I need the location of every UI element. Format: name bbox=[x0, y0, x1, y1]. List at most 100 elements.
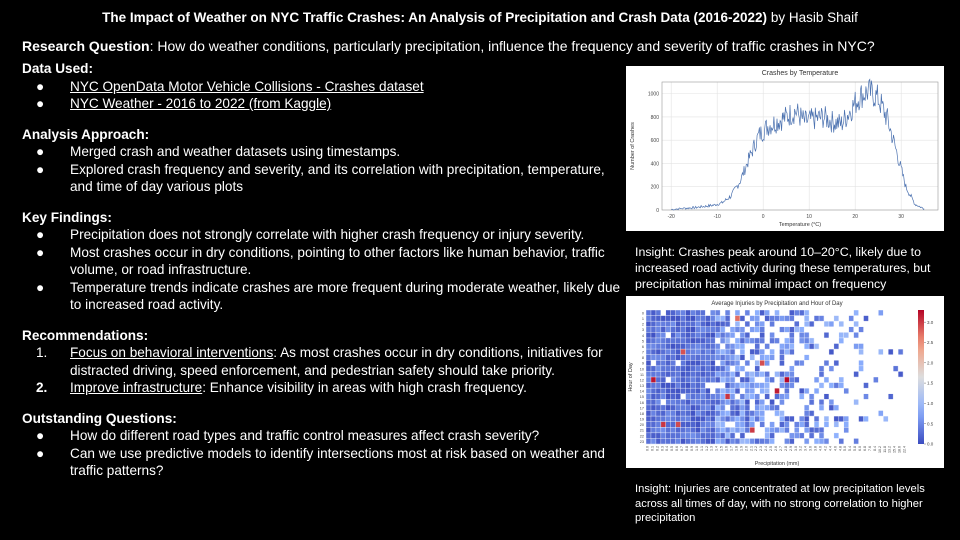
heatmap-cell bbox=[690, 432, 696, 439]
heatmap-cell bbox=[784, 315, 790, 322]
heatmap-cell bbox=[819, 315, 825, 322]
heatmap-cell bbox=[744, 371, 750, 378]
heatmap-cell bbox=[665, 326, 671, 333]
heatmap-cell bbox=[710, 377, 716, 383]
heatmap-cell bbox=[685, 321, 691, 327]
heatmap-cell bbox=[744, 382, 750, 389]
x-tick-label: -20 bbox=[668, 214, 675, 220]
heatmap-cell bbox=[710, 427, 716, 433]
heatmap-cell bbox=[680, 354, 686, 361]
heatmap-cell bbox=[670, 404, 676, 411]
heatmap-cell bbox=[744, 399, 750, 406]
dataset-link-collisions[interactable]: NYC OpenData Motor Vehicle Collisions - … bbox=[70, 78, 424, 94]
colorbar-tick-label: 3.0 bbox=[927, 320, 934, 325]
heatmap-cell bbox=[715, 332, 721, 339]
heatmap-cell bbox=[789, 349, 795, 355]
heatmap-cell bbox=[789, 365, 795, 372]
heatmap-cell bbox=[670, 326, 676, 333]
heatmap-cell bbox=[730, 360, 736, 366]
heatmap-cell bbox=[814, 377, 820, 383]
heatmap-cell bbox=[685, 326, 691, 333]
bullet-icon: ● bbox=[36, 244, 45, 260]
heatmap-cell bbox=[670, 354, 676, 361]
heatmap-cell bbox=[690, 365, 696, 372]
heatmap-cell bbox=[710, 332, 716, 339]
heatmap-cell bbox=[863, 393, 869, 400]
heatmap-cell bbox=[655, 438, 661, 445]
heatmap-cell bbox=[799, 393, 805, 400]
heatmap-cell bbox=[749, 438, 755, 445]
heatmap-cell bbox=[650, 382, 656, 389]
heatmap-cell bbox=[646, 416, 652, 422]
heatmap-cell bbox=[700, 410, 706, 417]
heatmap-cell bbox=[764, 438, 770, 445]
heatmap-cell bbox=[690, 393, 696, 400]
heatmap-cell bbox=[725, 354, 731, 361]
heatmap-cell bbox=[675, 310, 681, 316]
heatmap-cell bbox=[670, 371, 676, 378]
x-tick-label: 2.3 bbox=[759, 446, 763, 451]
heatmap-cell bbox=[754, 404, 760, 411]
heatmap-cell bbox=[784, 421, 790, 428]
heatmap-cell bbox=[695, 326, 701, 333]
heatmap-cell bbox=[655, 310, 661, 316]
heatmap-cell bbox=[823, 332, 829, 339]
x-tick-label: 6.0 bbox=[858, 446, 862, 451]
x-tick-label: 0.7 bbox=[680, 446, 684, 451]
heatmap-cell bbox=[789, 337, 795, 344]
heatmap-cell bbox=[888, 349, 894, 355]
heatmap-cell bbox=[695, 432, 701, 439]
heatmap-cell bbox=[759, 371, 765, 378]
heatmap-cell bbox=[725, 438, 731, 445]
heatmap-cell bbox=[789, 382, 795, 389]
heatmap-cell bbox=[764, 388, 770, 394]
heatmap-cell bbox=[670, 427, 676, 433]
heatmap-cell bbox=[685, 377, 691, 383]
heatmap-cell bbox=[858, 349, 864, 355]
heatmap-cell bbox=[734, 421, 741, 428]
heatmap-cell bbox=[646, 365, 652, 372]
heatmap-cell bbox=[720, 315, 726, 322]
heatmap-cell bbox=[794, 377, 800, 383]
heatmap-cell bbox=[848, 315, 854, 322]
heatmap-cell bbox=[665, 388, 671, 394]
heatmap-cell bbox=[739, 332, 745, 339]
heatmap-cell bbox=[784, 382, 790, 389]
heatmap-cell bbox=[685, 438, 691, 445]
heatmap-cell bbox=[734, 399, 741, 406]
heatmap-cell bbox=[690, 310, 696, 316]
heatmap-cell bbox=[710, 416, 716, 422]
x-tick-label: 0.9 bbox=[690, 446, 694, 451]
heatmap-cell bbox=[744, 321, 750, 327]
heatmap-cell bbox=[695, 365, 701, 372]
recommendation-link-behavioral[interactable]: Focus on behavioral interventions bbox=[70, 345, 274, 360]
heatmap-cell bbox=[700, 388, 706, 394]
heatmap-cell bbox=[700, 427, 706, 433]
list-item: 2. Improve infrastructure: Enhance visibi… bbox=[22, 379, 622, 397]
x-tick-label: 1.9 bbox=[739, 446, 743, 451]
heatmap-cell bbox=[823, 377, 829, 383]
heatmap-cell bbox=[715, 310, 721, 316]
x-tick-label: 1.4 bbox=[715, 446, 719, 451]
heatmap-cell bbox=[838, 438, 844, 445]
heatmap-cell bbox=[754, 321, 760, 327]
heatmap-cell bbox=[739, 365, 745, 372]
heatmap-cell bbox=[734, 321, 741, 327]
heatmap-cell bbox=[685, 360, 691, 366]
heatmap-cell bbox=[789, 310, 795, 316]
heatmap-cell bbox=[725, 432, 731, 439]
heatmap-cell bbox=[685, 337, 691, 344]
dataset-link-weather[interactable]: NYC Weather - 2016 to 2022 (from Kaggle) bbox=[70, 96, 332, 111]
recommendation-link-infrastructure[interactable]: Improve infrastructure bbox=[70, 380, 203, 395]
heatmap-cell bbox=[650, 399, 656, 406]
heatmap-cell bbox=[710, 354, 716, 361]
heatmap-cell bbox=[665, 399, 671, 406]
heatmap-cell bbox=[828, 399, 834, 406]
heatmap-cell bbox=[799, 332, 805, 339]
y-tick-label: 19 bbox=[640, 418, 644, 422]
heatmap-cell bbox=[799, 310, 805, 316]
heatmap-cell bbox=[705, 432, 711, 439]
heatmap-cell bbox=[759, 410, 765, 417]
heatmap-cell bbox=[700, 371, 706, 378]
heatmap-cell bbox=[853, 321, 859, 327]
